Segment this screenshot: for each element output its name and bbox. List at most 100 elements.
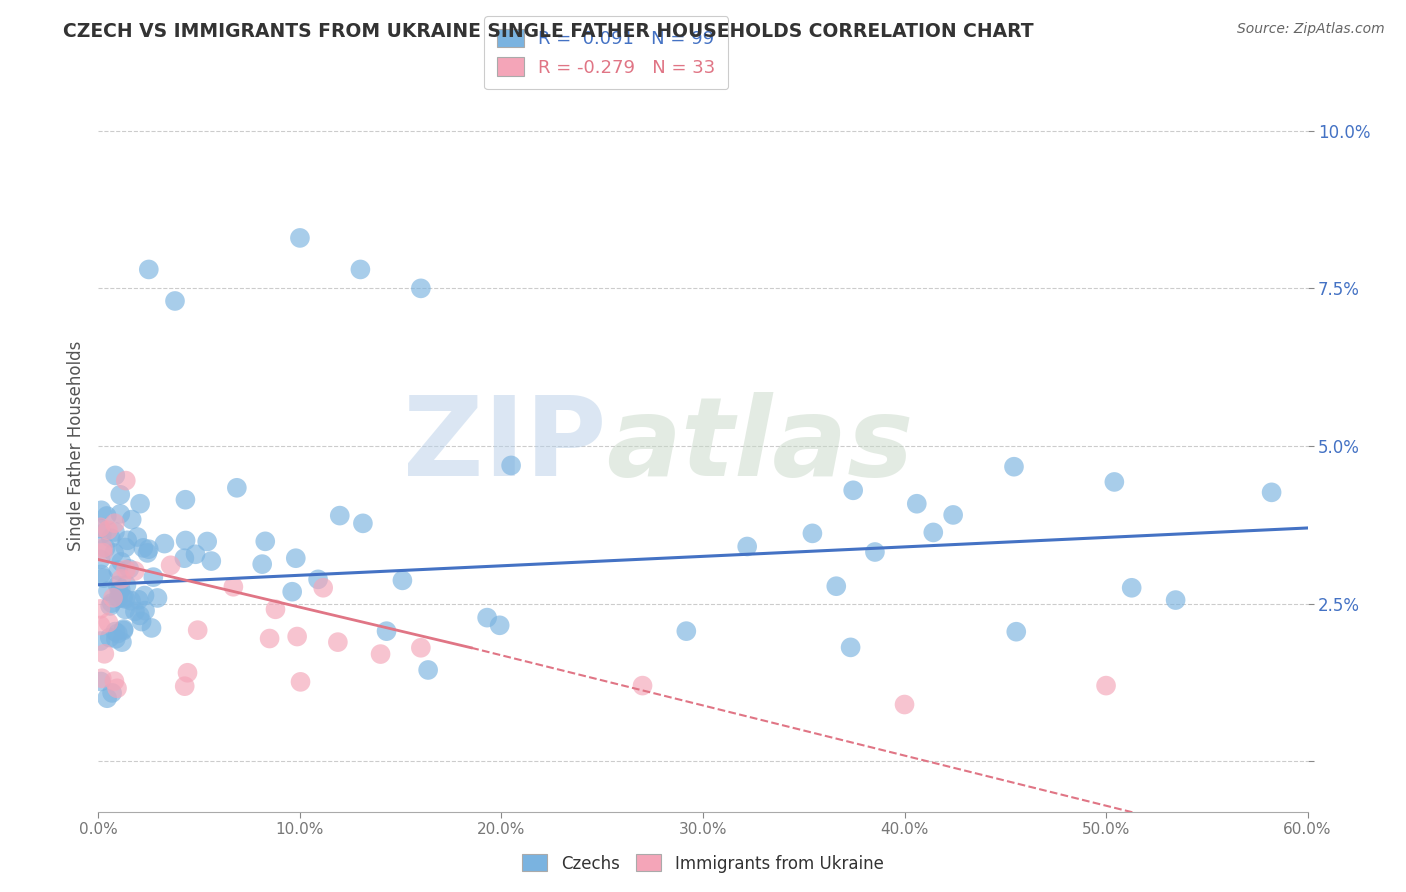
Point xyxy=(110,582,132,597)
Point xyxy=(312,581,335,595)
Point xyxy=(89,634,111,648)
Point xyxy=(329,508,352,523)
Point xyxy=(128,592,150,607)
Point xyxy=(1260,485,1282,500)
Point xyxy=(93,647,115,661)
Point xyxy=(134,589,156,603)
Point xyxy=(97,523,120,537)
Point xyxy=(103,674,125,689)
Point xyxy=(115,578,138,592)
Point xyxy=(101,591,124,605)
Point xyxy=(409,281,432,295)
Point xyxy=(112,622,135,636)
Point xyxy=(501,458,523,473)
Point xyxy=(103,546,125,560)
Point xyxy=(107,591,129,606)
Point xyxy=(863,545,886,559)
Point xyxy=(288,231,311,245)
Point xyxy=(111,591,134,605)
Point xyxy=(225,481,247,495)
Point xyxy=(352,516,374,531)
Point xyxy=(285,630,308,644)
Point xyxy=(842,483,865,498)
Point xyxy=(1005,624,1028,639)
Point xyxy=(128,608,150,623)
Point xyxy=(90,567,112,582)
Point xyxy=(104,516,127,531)
Point xyxy=(173,551,195,566)
Point xyxy=(1164,593,1187,607)
Point xyxy=(104,624,127,639)
Point xyxy=(124,604,146,618)
Point xyxy=(124,564,146,578)
Point xyxy=(142,570,165,584)
Point xyxy=(104,468,127,483)
Point xyxy=(141,621,163,635)
Point xyxy=(735,540,758,554)
Point xyxy=(115,563,138,577)
Point xyxy=(100,531,122,545)
Point xyxy=(104,524,127,539)
Point xyxy=(93,571,115,585)
Point xyxy=(120,593,142,607)
Point xyxy=(110,507,132,521)
Point xyxy=(114,602,136,616)
Point xyxy=(107,578,129,592)
Point xyxy=(121,512,143,526)
Point xyxy=(264,602,287,616)
Text: atlas: atlas xyxy=(606,392,914,500)
Point xyxy=(1002,459,1025,474)
Point xyxy=(89,520,111,534)
Point xyxy=(111,635,134,649)
Point xyxy=(290,674,312,689)
Point xyxy=(375,624,398,639)
Point xyxy=(475,610,498,624)
Point xyxy=(391,574,413,588)
Point xyxy=(90,527,112,541)
Point xyxy=(416,663,439,677)
Point xyxy=(825,579,848,593)
Point xyxy=(349,262,371,277)
Text: CZECH VS IMMIGRANTS FROM UKRAINE SINGLE FATHER HOUSEHOLDS CORRELATION CHART: CZECH VS IMMIGRANTS FROM UKRAINE SINGLE … xyxy=(63,22,1033,41)
Point xyxy=(127,530,149,544)
Point xyxy=(250,557,273,571)
Point xyxy=(174,492,197,507)
Point xyxy=(159,558,181,573)
Point xyxy=(254,534,277,549)
Point xyxy=(942,508,965,522)
Point xyxy=(136,546,159,560)
Point xyxy=(90,674,112,689)
Point xyxy=(129,497,152,511)
Point xyxy=(98,599,121,613)
Point xyxy=(90,671,112,685)
Point xyxy=(91,546,114,560)
Point xyxy=(107,563,129,577)
Point xyxy=(89,521,111,535)
Point xyxy=(91,541,114,555)
Point xyxy=(187,623,209,637)
Point xyxy=(108,585,131,599)
Point xyxy=(97,584,120,599)
Point xyxy=(801,526,824,541)
Point xyxy=(117,533,139,548)
Point xyxy=(90,503,112,517)
Text: ZIP: ZIP xyxy=(404,392,606,500)
Point xyxy=(97,615,120,630)
Point xyxy=(101,596,124,610)
Point xyxy=(1104,475,1126,489)
Point xyxy=(134,604,156,618)
Legend: Czechs, Immigrants from Ukraine: Czechs, Immigrants from Ukraine xyxy=(516,847,890,880)
Point xyxy=(307,573,329,587)
Point xyxy=(98,631,121,645)
Point xyxy=(922,525,945,540)
Point xyxy=(284,551,307,566)
Point xyxy=(138,542,160,557)
Point xyxy=(1121,581,1143,595)
Point xyxy=(488,618,510,632)
Point xyxy=(104,632,127,646)
Point xyxy=(176,665,198,680)
Point xyxy=(110,488,132,502)
Point xyxy=(675,624,697,639)
Point xyxy=(110,572,132,586)
Point xyxy=(114,474,136,488)
